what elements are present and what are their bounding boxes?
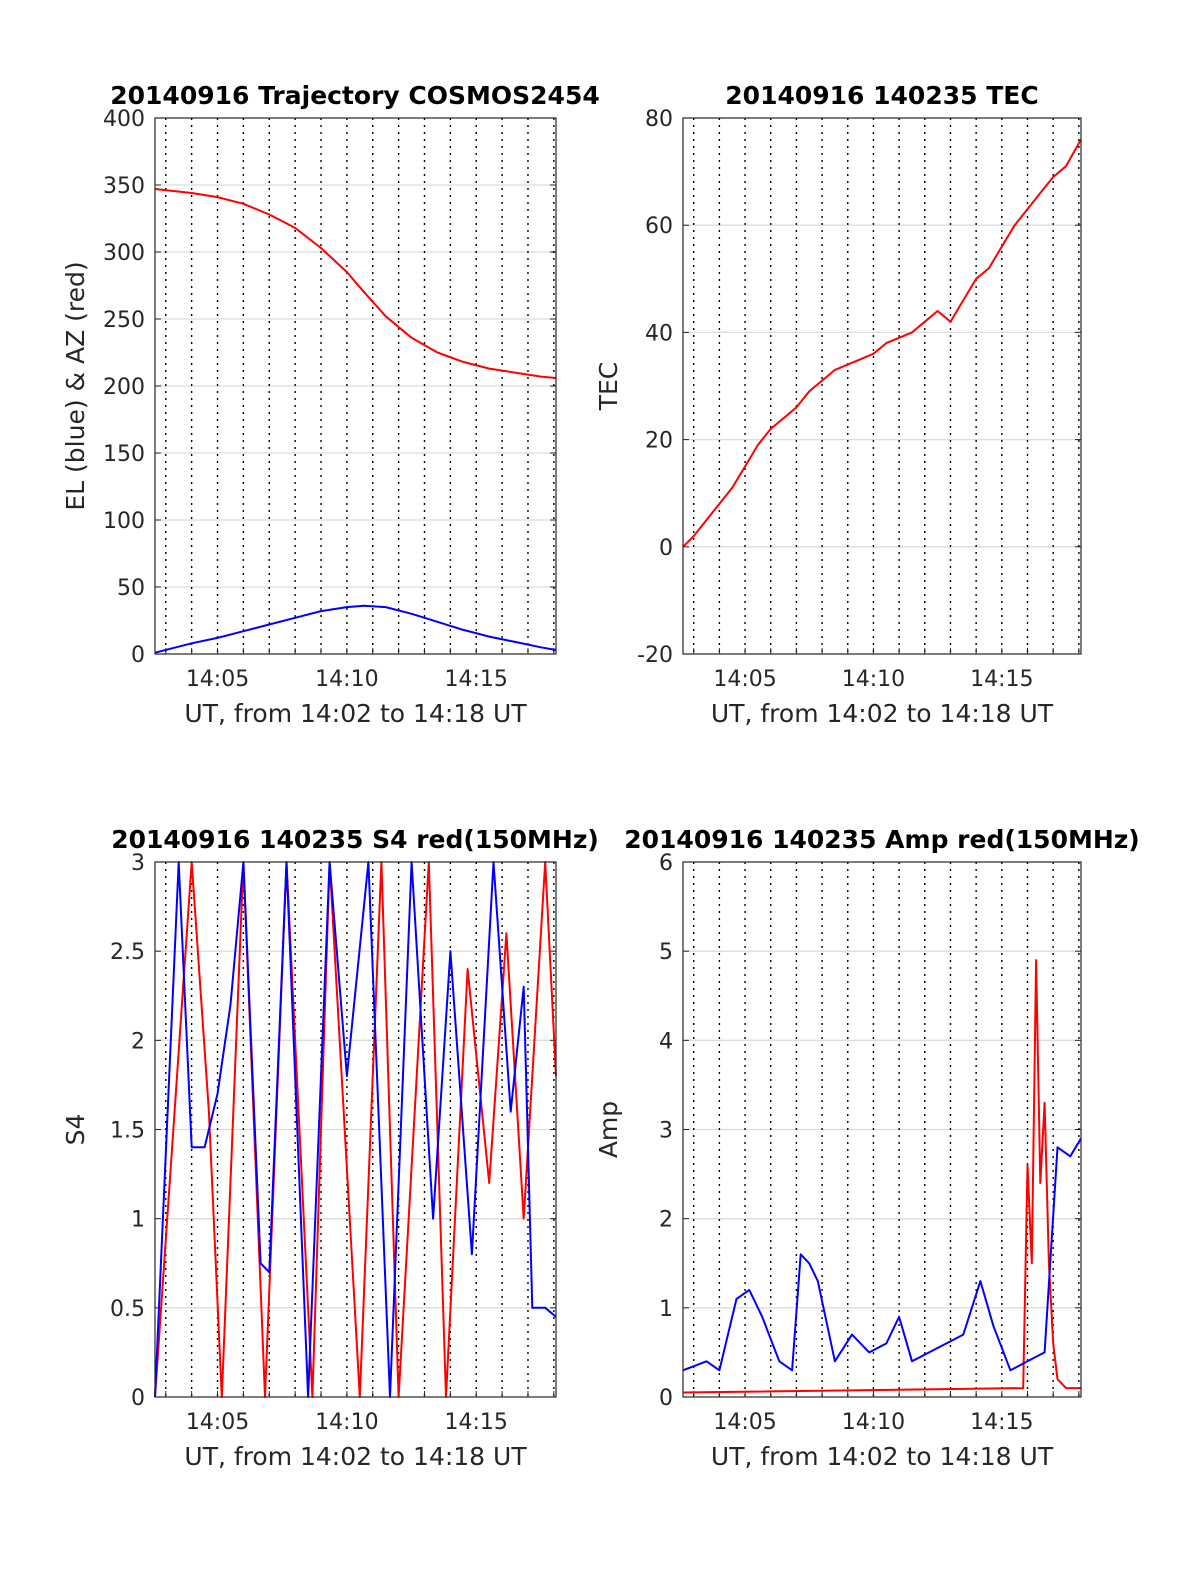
x-tick-label: 14:05: [713, 667, 776, 692]
y-tick-label: 2.5: [110, 940, 145, 965]
x-tick-label: 14:15: [970, 667, 1033, 692]
y-axis-label: EL (blue) & AZ (red): [61, 261, 90, 510]
y-tick-label: 50: [117, 576, 145, 601]
y-tick-label: 5: [659, 940, 673, 965]
x-tick-label: 14:10: [842, 1410, 905, 1435]
y-tick-label: 0: [131, 1386, 145, 1411]
y-tick-label: 0: [659, 536, 673, 561]
series-line: [682, 1137, 1082, 1372]
x-tick-label: 14:10: [842, 667, 905, 692]
x-tick-label: 14:15: [445, 1410, 508, 1435]
x-tick-label: 14:10: [315, 667, 378, 692]
y-tick-label: 1.5: [110, 1119, 145, 1144]
series-line: [154, 861, 557, 1398]
panel-amp: UT, from 14:02 to 14:18 UT Amp 0 1 2 3 4 5 6 14…: [594, 825, 1140, 1471]
y-tick-label: 0: [659, 1386, 673, 1411]
x-axis-label: UT, from 14:02 to 14:18 UT: [184, 699, 527, 728]
x-tick-label: 14:15: [970, 1410, 1033, 1435]
panel-title: 20140916 140235 S4 red(150MHz): [111, 825, 599, 854]
axes-box: [154, 117, 557, 655]
x-axis-label: UT, from 14:02 to 14:18 UT: [711, 699, 1054, 728]
panel-title: 20140916 140235 Amp red(150MHz): [624, 825, 1140, 854]
panel-tec: UT, from 14:02 to 14:18 UT TEC -20 0 20 40 6…: [594, 81, 1082, 728]
panel-s4: UT, from 14:02 to 14:18 UT S4 0 0.5 1 1.5 2 2…: [61, 825, 599, 1471]
grid: [683, 117, 1081, 655]
x-tick-label: 14:10: [315, 1410, 378, 1435]
series-line: [682, 959, 1081, 1394]
x-tick-label: 14:05: [186, 1410, 249, 1435]
axes-box: [682, 861, 1082, 1398]
x-tick-label: 14:05: [713, 1410, 776, 1435]
y-tick-label: 2: [659, 1208, 673, 1233]
grid: [155, 117, 556, 655]
y-tick-label: 0.5: [110, 1297, 145, 1322]
x-axis-label: UT, from 14:02 to 14:18 UT: [184, 1442, 527, 1471]
y-tick-label: 300: [103, 241, 145, 266]
y-tick-label: 1: [659, 1297, 673, 1322]
x-tick-label: 14:15: [445, 667, 508, 692]
panel-title: 20140916 140235 TEC: [725, 81, 1038, 110]
y-tick-label: 20: [645, 429, 673, 454]
y-tick-label: 3: [131, 851, 145, 876]
series-line: [154, 188, 557, 379]
y-tick-label: 400: [103, 107, 145, 132]
y-tick-label: 100: [103, 509, 145, 534]
x-axis-label: UT, from 14:02 to 14:18 UT: [711, 1442, 1054, 1471]
series-line: [154, 861, 557, 1398]
y-axis-label: S4: [61, 1114, 90, 1146]
axes-box: [154, 861, 557, 1398]
y-tick-label: 80: [645, 107, 673, 132]
y-tick-label: 6: [659, 851, 673, 876]
y-tick-label: 150: [103, 442, 145, 467]
y-axis-label: TEC: [594, 362, 623, 412]
panel-trajectory: UT, from 14:02 to 14:18 UT EL (blue) & A…: [61, 81, 600, 728]
y-tick-label: 0: [131, 643, 145, 668]
series-line: [154, 604, 557, 654]
y-tick-label: 4: [659, 1029, 673, 1054]
panel-title: 20140916 Trajectory COSMOS2454: [110, 81, 600, 110]
y-tick-label: 1: [131, 1208, 145, 1233]
y-tick-label: 40: [645, 321, 673, 346]
series-line: [682, 138, 1082, 548]
y-tick-label: -20: [637, 643, 673, 668]
y-tick-label: 200: [103, 375, 145, 400]
axes-box: [682, 117, 1082, 655]
y-tick-label: 350: [103, 174, 145, 199]
x-tick-label: 14:05: [186, 667, 249, 692]
grid: [683, 861, 1081, 1398]
y-tick-label: 2: [131, 1029, 145, 1054]
y-tick-label: 3: [659, 1119, 673, 1144]
y-tick-label: 60: [645, 214, 673, 239]
y-tick-label: 250: [103, 308, 145, 333]
y-axis-label: Amp: [594, 1101, 623, 1158]
